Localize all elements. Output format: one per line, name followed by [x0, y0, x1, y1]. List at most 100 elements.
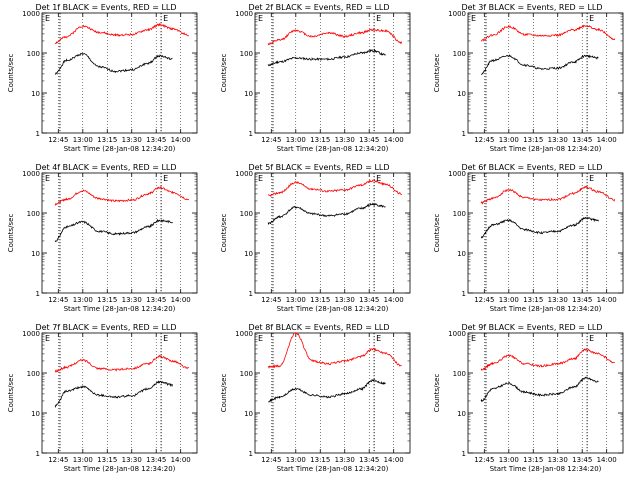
x-tick-label: 13:00 — [286, 296, 306, 304]
x-tick-label: 13:00 — [499, 136, 519, 144]
x-tick-label: 13:00 — [286, 456, 306, 464]
x-tick-label: 13:30 — [335, 296, 355, 304]
x-axis-label: Start Time (28-Jan-08 12:34:20) — [490, 305, 602, 313]
y-tick-label: 1000 — [448, 170, 466, 178]
y-axis-label: Counts/sec — [7, 374, 15, 413]
x-tick-label: 13:00 — [286, 136, 306, 144]
plot-frame — [254, 12, 411, 134]
x-tick-label: 13:30 — [122, 296, 142, 304]
chart-svg: Det 2f BLACK = Events, RED = LLD 1 10 100 10… — [220, 3, 411, 153]
chart-title: Det 9f BLACK = Events, RED = LLD — [461, 323, 602, 332]
detector-panel-4: Det 4f BLACK = Events, RED = LLD 1 10 100 10… — [0, 160, 213, 320]
y-axis-label: Counts/sec — [7, 54, 15, 93]
detector-panel-1: Det 1f BLACK = Events, RED = LLD 1 10 100 10… — [0, 0, 213, 160]
x-axis-label: Start Time (28-Jan-08 12:34:20) — [490, 145, 602, 153]
series-events-line — [267, 48, 386, 67]
x-tick-label: 13:15 — [310, 296, 330, 304]
x-tick-label: 13:45 — [572, 136, 592, 144]
x-tick-label: 14:00 — [171, 456, 191, 464]
series-lld-line — [267, 28, 403, 46]
event-marker-label: E — [589, 174, 594, 183]
y-tick-label: 1000 — [22, 170, 40, 178]
x-tick-label: 14:00 — [597, 456, 617, 464]
event-marker-label: E — [471, 174, 476, 183]
x-tick-label: 13:00 — [499, 296, 519, 304]
detector-panel-8: Det 8f BLACK = Events, RED = LLD 1 10 100 10… — [213, 320, 426, 480]
y-tick-label: 10 — [31, 410, 40, 418]
chart-title: Det 8f BLACK = Events, RED = LLD — [248, 323, 389, 332]
x-tick-label: 14:00 — [171, 296, 191, 304]
x-tick-label: 12:45 — [261, 456, 281, 464]
x-tick-label: 12:45 — [48, 296, 68, 304]
x-tick-label: 13:30 — [122, 456, 142, 464]
chart-title: Det 3f BLACK = Events, RED = LLD — [461, 3, 602, 12]
x-tick-label: 13:15 — [97, 136, 117, 144]
chart-title: Det 5f BLACK = Events, RED = LLD — [248, 163, 389, 172]
y-tick-label: 1 — [36, 450, 40, 458]
x-tick-label: 13:45 — [359, 136, 379, 144]
y-axis-label: Counts/sec — [433, 374, 441, 413]
chart-svg: Det 3f BLACK = Events, RED = LLD 1 10 100 10… — [433, 3, 624, 153]
y-tick-label: 100 — [27, 370, 40, 378]
event-marker-label: E — [589, 334, 594, 343]
event-marker-label: E — [163, 174, 168, 183]
y-tick-label: 1 — [249, 290, 253, 298]
series-lld-line — [480, 348, 615, 371]
series-lld-line — [54, 186, 190, 206]
chart-title: Det 7f BLACK = Events, RED = LLD — [35, 323, 176, 332]
x-tick-label: 14:00 — [384, 136, 404, 144]
y-tick-label: 1 — [462, 450, 466, 458]
series-lld-line — [54, 354, 189, 374]
y-tick-label: 100 — [240, 210, 253, 218]
x-tick-label: 13:30 — [548, 296, 568, 304]
chart-title: Det 4f BLACK = Events, RED = LLD — [35, 163, 176, 172]
x-tick-label: 13:45 — [359, 456, 379, 464]
event-marker-label: E — [258, 174, 263, 183]
x-tick-label: 14:00 — [384, 456, 404, 464]
y-tick-label: 100 — [453, 50, 466, 58]
x-tick-label: 13:30 — [548, 456, 568, 464]
event-marker-label: E — [376, 14, 381, 23]
series-events-line — [267, 202, 386, 226]
event-marker-label: E — [376, 174, 381, 183]
x-tick-label: 12:45 — [48, 456, 68, 464]
y-tick-label: 100 — [27, 50, 40, 58]
chart-svg: Det 9f BLACK = Events, RED = LLD 1 10 100 10… — [433, 323, 624, 473]
event-marker-label: E — [471, 334, 476, 343]
x-tick-label: 12:45 — [474, 456, 494, 464]
y-tick-label: 1000 — [235, 330, 253, 338]
chart-svg: Det 8f BLACK = Events, RED = LLD 1 10 100 10… — [220, 323, 411, 473]
x-tick-label: 13:15 — [523, 136, 543, 144]
x-tick-label: 14:00 — [597, 136, 617, 144]
x-tick-label: 13:45 — [572, 456, 592, 464]
x-tick-label: 13:45 — [146, 456, 166, 464]
x-tick-label: 13:15 — [97, 296, 117, 304]
chart-title: Det 1f BLACK = Events, RED = LLD — [35, 3, 176, 12]
detector-panel-5: Det 5f BLACK = Events, RED = LLD 1 10 100 10… — [213, 160, 426, 320]
y-axis-label: Counts/sec — [220, 214, 228, 253]
y-tick-label: 100 — [240, 370, 253, 378]
plot-frame — [254, 172, 411, 294]
chart-svg: Det 1f BLACK = Events, RED = LLD 1 10 100 10… — [7, 3, 198, 153]
y-tick-label: 10 — [31, 250, 40, 258]
y-tick-label: 10 — [244, 250, 253, 258]
x-tick-label: 13:15 — [523, 456, 543, 464]
plot-frame — [41, 172, 198, 294]
series-lld-line — [480, 185, 616, 205]
y-tick-label: 1 — [36, 290, 40, 298]
y-tick-label: 1 — [462, 130, 466, 138]
series-lld-line — [481, 24, 616, 42]
y-tick-label: 10 — [244, 90, 253, 98]
x-axis-label: Start Time (28-Jan-08 12:34:20) — [277, 145, 389, 153]
x-tick-label: 13:15 — [310, 456, 330, 464]
y-tick-label: 1000 — [22, 330, 40, 338]
detector-panel-3: Det 3f BLACK = Events, RED = LLD 1 10 100 10… — [426, 0, 639, 160]
y-axis-label: Counts/sec — [433, 54, 441, 93]
y-axis-label: Counts/sec — [433, 214, 441, 253]
series-events-line — [480, 376, 599, 403]
x-tick-label: 12:45 — [48, 136, 68, 144]
x-tick-label: 13:45 — [146, 296, 166, 304]
series-events-line — [54, 380, 173, 408]
event-marker-label: E — [258, 14, 263, 23]
x-tick-label: 12:45 — [261, 296, 281, 304]
